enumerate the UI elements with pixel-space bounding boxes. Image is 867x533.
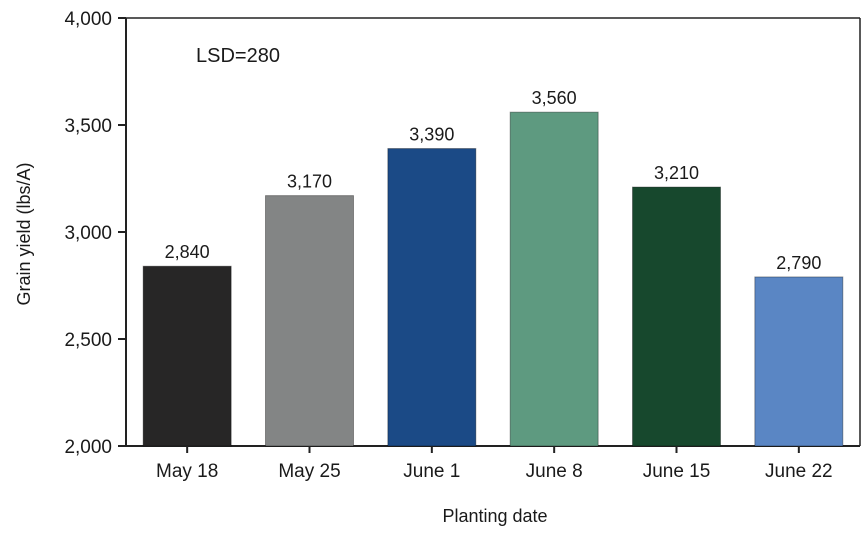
x-category-label: June 8 [526, 461, 583, 482]
x-category-label: May 18 [156, 461, 218, 482]
bar-value-label: 2,790 [776, 253, 821, 273]
bar-value-label: 3,210 [654, 163, 699, 183]
bar-value-label: 2,840 [165, 242, 210, 262]
value-labels: 2,840 3,170 3,390 3,560 3,210 2,790 [165, 88, 822, 273]
y-axis-title: Grain yield (lbs/A) [14, 162, 34, 305]
bar-1 [265, 195, 354, 447]
plot-frame [125, 17, 861, 447]
y-tick-label: 4,000 [64, 9, 112, 30]
bar-value-label: 3,170 [287, 172, 332, 192]
x-category-label: June 1 [403, 461, 460, 482]
bar-5 [754, 276, 844, 447]
x-axis-title: Planting date [442, 506, 547, 526]
y-tick-label: 3,000 [64, 223, 112, 244]
bar-4 [632, 186, 721, 447]
bar-0 [142, 265, 232, 447]
x-category-label: May 25 [278, 461, 340, 482]
bar-3 [509, 111, 599, 447]
x-category-label: June 15 [643, 461, 711, 482]
y-tick-label: 2,500 [64, 330, 112, 351]
bar-value-label: 3,390 [409, 125, 454, 145]
bars [142, 111, 844, 447]
y-tick-label: 3,500 [64, 116, 112, 137]
lsd-annotation: LSD=280 [196, 45, 280, 67]
bar-2 [387, 148, 477, 447]
y-tick-label: 2,000 [64, 437, 112, 458]
x-category-label: June 22 [765, 461, 833, 482]
x-axis-ticks: May 18 May 25 June 1 June 8 June 15 June 22 [156, 446, 833, 482]
y-axis-ticks: 2,000 2,500 3,000 3,500 4,000 [64, 9, 126, 458]
bar-value-label: 3,560 [532, 88, 577, 108]
